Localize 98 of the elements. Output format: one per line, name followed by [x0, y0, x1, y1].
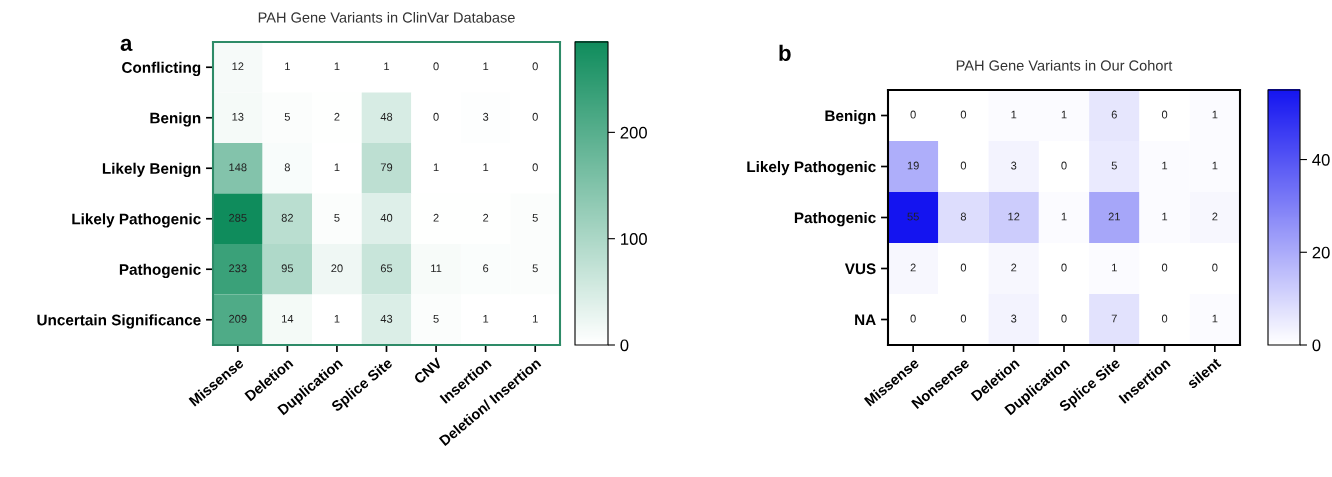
data-label: 148: [229, 163, 247, 172]
data-label: 65: [380, 264, 393, 273]
data-label: 5: [532, 264, 538, 273]
data-label: 13: [232, 112, 244, 121]
data-label: 14: [282, 314, 294, 323]
y-tick-label: Likely Pathogenic: [72, 213, 201, 228]
data-label: 1: [334, 163, 340, 172]
data-label: 2: [1011, 263, 1017, 272]
y-tick-label: Likely Pathogenic: [747, 160, 876, 176]
data-label: 1: [384, 62, 390, 71]
data-label: 6: [1111, 110, 1117, 119]
data-label: 0: [1061, 314, 1067, 323]
data-label: 21: [1108, 212, 1120, 221]
data-label: 1: [1162, 161, 1168, 170]
y-tick-label: VUS: [844, 263, 876, 275]
data-label: 1: [483, 314, 489, 323]
data-label: 20: [331, 264, 343, 273]
data-label: 5: [284, 112, 290, 121]
data-label: 2: [1212, 212, 1218, 221]
data-label: 55: [907, 212, 919, 221]
text: a: [120, 38, 133, 51]
data-label: 0: [433, 112, 439, 121]
data-label: 2: [334, 112, 340, 121]
data-label: 1: [1162, 212, 1168, 221]
data-label: 40: [380, 213, 393, 222]
data-label: 8: [284, 163, 290, 172]
data-label: 5: [1111, 161, 1117, 170]
data-label: 1: [1061, 212, 1067, 221]
data-label: 95: [281, 264, 294, 273]
data-label: 0: [1161, 314, 1168, 323]
data-label: 6: [483, 264, 489, 273]
color-bar-label: 0: [620, 339, 629, 352]
chart-title: PAH Gene Variants in ClinVar Database: [258, 11, 515, 23]
data-label: 0: [532, 163, 538, 172]
data-label: 1: [285, 62, 290, 71]
color-bar-label: 20: [1312, 246, 1330, 259]
data-label: 5: [433, 314, 439, 323]
data-label: 0: [1061, 161, 1067, 170]
data-label: 0: [960, 314, 967, 323]
data-label: 5: [532, 213, 538, 222]
data-label: 209: [229, 314, 247, 323]
data-label: 0: [960, 263, 967, 272]
color-bar-label: 0: [1312, 339, 1321, 352]
data-label: 1: [1011, 110, 1017, 119]
data-label: 1: [334, 314, 340, 323]
color-bar-label: 100: [621, 233, 647, 245]
y-tick-label: Conflicting: [122, 61, 201, 77]
data-label: 2: [483, 213, 489, 222]
data-label: 0: [1061, 263, 1067, 272]
data-label: 1: [483, 163, 489, 172]
data-label: 5: [334, 213, 340, 222]
data-label: 43: [380, 314, 393, 323]
data-label: 79: [380, 163, 393, 172]
data-label: 1: [433, 163, 439, 172]
data-label: 0: [910, 110, 916, 119]
data-label: 3: [1011, 161, 1017, 170]
data-label: 0: [1212, 263, 1218, 272]
data-label: 0: [960, 110, 967, 119]
data-label: 1: [334, 62, 340, 71]
y-tick-label: Likely Benign: [102, 162, 201, 178]
data-label: 1: [1212, 314, 1218, 323]
y-tick-label: Benign: [150, 112, 201, 127]
data-label: 8: [960, 212, 967, 221]
data-label: 7: [1111, 314, 1117, 323]
data-label: 1: [1212, 161, 1218, 170]
data-label: 1: [483, 62, 489, 71]
data-label: 48: [380, 112, 393, 121]
data-label: 0: [532, 62, 538, 71]
data-label: 233: [229, 264, 247, 273]
data-label: 0: [433, 62, 439, 71]
data-label: 1: [532, 314, 538, 323]
chart-title: PAH Gene Variants in Our Cohort: [956, 59, 1173, 71]
data-label: 11: [431, 264, 442, 273]
data-label: 1: [1212, 110, 1218, 119]
y-tick-label: Pathogenic: [794, 211, 876, 227]
color-bar-label: 40: [1312, 153, 1330, 166]
data-label: 1: [1061, 110, 1067, 119]
data-label: 285: [229, 213, 247, 222]
y-tick-label: NA: [855, 314, 876, 326]
data-label: 0: [532, 112, 538, 121]
data-label: 2: [433, 213, 439, 222]
data-label: 12: [232, 62, 244, 71]
data-label: 12: [1008, 212, 1020, 221]
data-label: 0: [910, 314, 916, 323]
y-tick-label: Pathogenic: [119, 263, 201, 279]
data-label: 0: [1161, 263, 1168, 272]
data-label: 3: [482, 112, 489, 121]
data-label: 3: [1011, 314, 1017, 323]
data-label: 1: [1112, 263, 1117, 272]
text: b: [779, 44, 791, 61]
data-label: 0: [960, 161, 967, 170]
data-label: 19: [907, 161, 919, 170]
data-label: 0: [1161, 110, 1168, 119]
color-bar-label: 200: [620, 126, 647, 139]
data-label: 82: [281, 213, 293, 222]
y-tick-label: Benign: [825, 109, 876, 125]
y-tick-label: Uncertain Significance: [37, 314, 201, 329]
data-label: 2: [910, 263, 916, 272]
